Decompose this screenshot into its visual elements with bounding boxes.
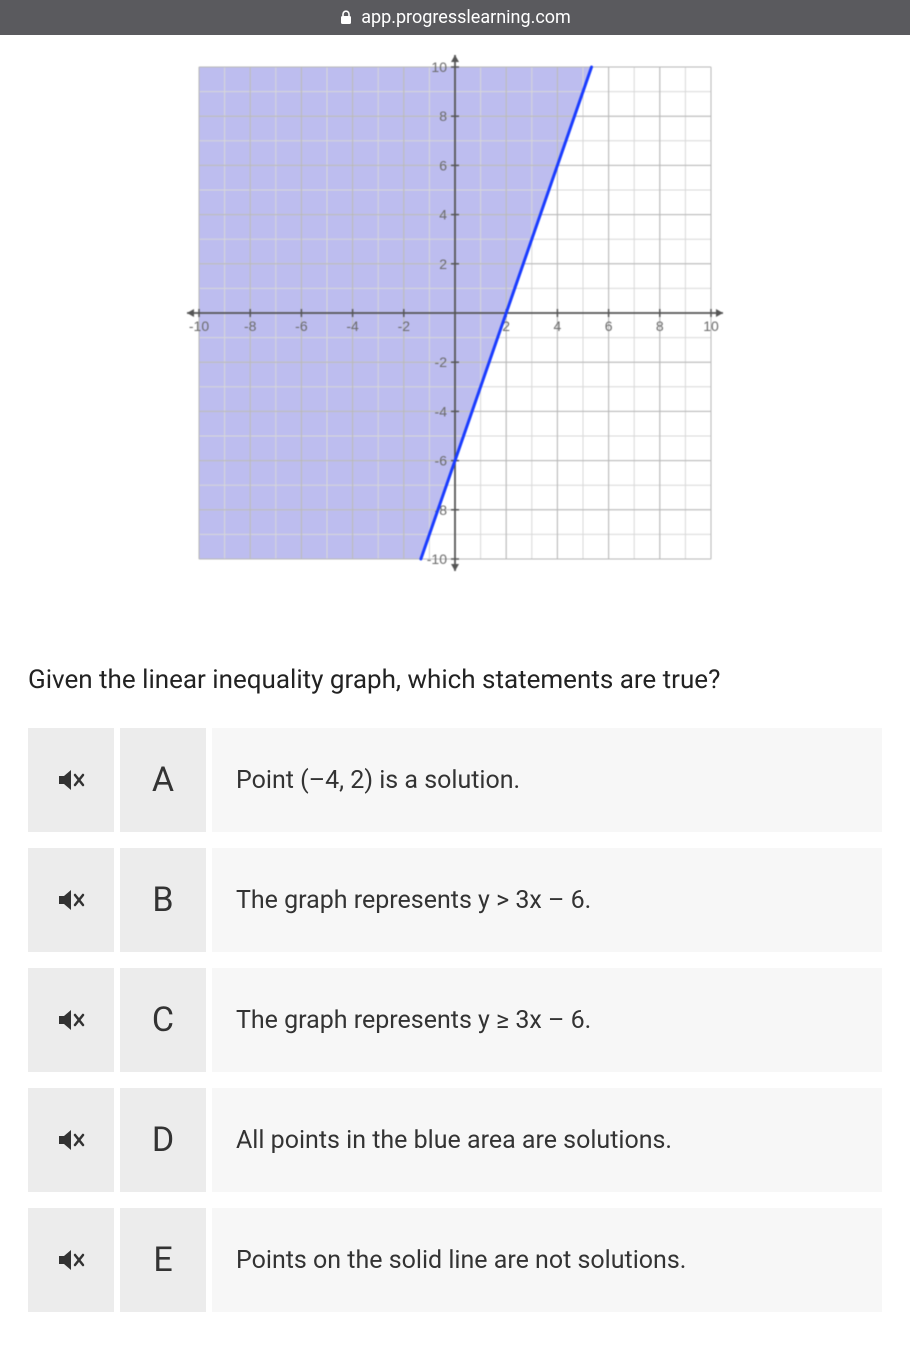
option-letter: B bbox=[120, 848, 206, 952]
option-letter: A bbox=[120, 728, 206, 832]
speaker-muted-icon[interactable] bbox=[28, 1088, 114, 1192]
svg-text:10: 10 bbox=[431, 59, 447, 75]
svg-text:10: 10 bbox=[703, 318, 719, 334]
option-text: All points in the blue area are solution… bbox=[212, 1088, 882, 1192]
graph-container: -10-8-6-4-2246810108642-2-4-6-8-10 bbox=[0, 35, 910, 623]
speaker-muted-icon[interactable] bbox=[28, 1208, 114, 1312]
content-area: -10-8-6-4-2246810108642-2-4-6-8-10 Given… bbox=[0, 35, 910, 1358]
option-row[interactable]: APoint (–4, 2) is a solution. bbox=[28, 728, 882, 832]
svg-text:-6: -6 bbox=[295, 318, 308, 334]
option-row[interactable]: EPoints on the solid line are not soluti… bbox=[28, 1208, 882, 1312]
address-url: app.progresslearning.com bbox=[361, 7, 571, 28]
speaker-muted-icon[interactable] bbox=[28, 968, 114, 1072]
option-text: Point (–4, 2) is a solution. bbox=[212, 728, 882, 832]
address-bar: app.progresslearning.com bbox=[0, 0, 910, 35]
svg-text:-8: -8 bbox=[244, 318, 257, 334]
lock-icon bbox=[339, 10, 353, 26]
svg-text:-6: -6 bbox=[435, 453, 448, 469]
option-row[interactable]: DAll points in the blue area are solutio… bbox=[28, 1088, 882, 1192]
svg-text:-2: -2 bbox=[398, 318, 411, 334]
speaker-muted-icon[interactable] bbox=[28, 848, 114, 952]
svg-text:6: 6 bbox=[439, 157, 447, 173]
svg-text:-4: -4 bbox=[346, 318, 359, 334]
inequality-graph: -10-8-6-4-2246810108642-2-4-6-8-10 bbox=[175, 43, 735, 583]
speaker-muted-icon[interactable] bbox=[28, 728, 114, 832]
svg-text:8: 8 bbox=[439, 108, 447, 124]
svg-text:6: 6 bbox=[605, 318, 613, 334]
svg-text:2: 2 bbox=[439, 256, 447, 272]
svg-text:8: 8 bbox=[656, 318, 664, 334]
svg-text:-4: -4 bbox=[435, 403, 448, 419]
options-list: APoint (–4, 2) is a solution.BThe graph … bbox=[0, 728, 910, 1312]
option-letter: D bbox=[120, 1088, 206, 1192]
svg-text:4: 4 bbox=[439, 207, 447, 223]
question-text: Given the linear inequality graph, which… bbox=[0, 623, 910, 728]
svg-text:-2: -2 bbox=[435, 354, 448, 370]
option-row[interactable]: BThe graph represents y > 3x – 6. bbox=[28, 848, 882, 952]
option-text: Points on the solid line are not solutio… bbox=[212, 1208, 882, 1312]
option-letter: E bbox=[120, 1208, 206, 1312]
option-text: The graph represents y > 3x – 6. bbox=[212, 848, 882, 952]
svg-text:-10: -10 bbox=[427, 551, 447, 567]
option-row[interactable]: CThe graph represents y ≥ 3x – 6. bbox=[28, 968, 882, 1072]
svg-text:-10: -10 bbox=[189, 318, 209, 334]
option-letter: C bbox=[120, 968, 206, 1072]
option-text: The graph represents y ≥ 3x – 6. bbox=[212, 968, 882, 1072]
svg-text:4: 4 bbox=[554, 318, 562, 334]
